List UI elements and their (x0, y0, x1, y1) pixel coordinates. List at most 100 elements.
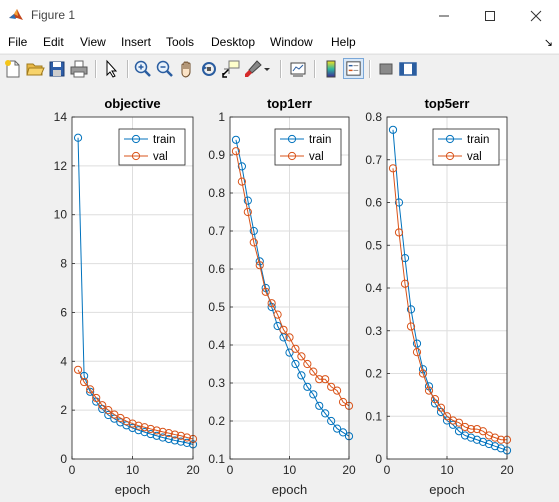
y-tick-label: 0.9 (208, 148, 225, 162)
data-point-train (182, 438, 192, 447)
data-point-train (388, 125, 398, 134)
chart-title: objective (104, 96, 160, 111)
data-point-val (104, 406, 113, 415)
data-point-val (442, 412, 452, 421)
brush-icon (245, 60, 262, 77)
legend-box (432, 128, 500, 166)
hand-icon (181, 61, 191, 78)
maximize-button[interactable] (467, 0, 513, 31)
rotate-3d-button[interactable] (199, 59, 219, 79)
folder-icon (26, 63, 45, 76)
title-bar: Figure 1 (0, 0, 559, 31)
insert-legend-button[interactable] (343, 58, 364, 79)
hide-plot-tools-button[interactable] (376, 59, 396, 79)
data-point-val (297, 352, 306, 361)
maximize-icon (485, 11, 495, 21)
legend-icon (346, 61, 361, 76)
close-button[interactable] (513, 0, 559, 31)
dock-arrow-icon[interactable]: ↘ (543, 37, 553, 49)
new-figure-button[interactable] (3, 59, 23, 79)
legend-label-val: val (153, 151, 168, 163)
pan-button[interactable] (177, 59, 197, 79)
toolbar-separator (314, 60, 316, 78)
data-point-val (158, 427, 167, 436)
zoom-in-icon (134, 60, 151, 77)
brush-dropdown[interactable] (262, 59, 272, 79)
data-point-val (303, 359, 312, 369)
data-point-val (321, 375, 330, 384)
data-point-val (243, 207, 252, 217)
save-button[interactable] (47, 59, 67, 79)
menu-edit[interactable]: Edit (43, 35, 64, 49)
data-point-train (454, 427, 464, 436)
legend-marker-val (131, 151, 141, 161)
data-point-val (436, 403, 446, 412)
chevron-down-icon (264, 68, 270, 71)
figure-canvas[interactable]: 0 10 20 0 2 4 6 8 10 12 14 objective epoch train val 0 1… (0, 84, 559, 502)
data-point-train (164, 434, 173, 444)
zoom-out-button[interactable] (155, 59, 175, 79)
print-button[interactable] (69, 59, 89, 79)
menu-tools[interactable]: Tools (166, 35, 195, 49)
y-tick-label: 0.7 (365, 153, 382, 167)
edit-plot-button[interactable] (101, 59, 121, 79)
x-tick-label: 0 (227, 463, 234, 477)
menu-desktop[interactable]: Desktop (211, 35, 256, 49)
toolbar-separator (369, 60, 371, 78)
x-tick-label: 0 (384, 463, 391, 477)
menu-file[interactable]: File (8, 35, 28, 49)
menu-help[interactable]: Help (331, 35, 356, 49)
data-point-val (490, 433, 500, 442)
brush-button[interactable] (243, 59, 263, 79)
zoom-in-button[interactable] (133, 59, 153, 79)
data-cursor-button[interactable] (221, 59, 241, 79)
data-point-val (134, 421, 143, 430)
axes-top1err: 0 10 20 0.1 0.2 0.3 0.4 0.5 0.6 0.7 0.8 0.9 1 top1err… (208, 96, 356, 497)
data-point-val (182, 433, 192, 442)
menu-bar: File Edit View Insert Tools Desktop Wind… (0, 31, 559, 53)
data-point-val (92, 393, 101, 403)
open-file-button[interactable] (25, 59, 45, 79)
close-icon (530, 10, 542, 22)
data-point-val (176, 431, 185, 440)
menu-insert[interactable]: Insert (121, 35, 152, 49)
y-tick-label: 0.1 (208, 452, 225, 466)
data-point-val (418, 369, 428, 378)
legend: train val (432, 128, 500, 166)
rotate-3d-icon (202, 62, 216, 76)
data-point-val (460, 422, 470, 432)
data-point-val (388, 164, 398, 173)
new-file-icon (5, 60, 20, 78)
menu-window[interactable]: Window (270, 35, 313, 49)
y-tick-label: 14 (54, 110, 68, 124)
data-point-train (478, 437, 488, 446)
data-point-train (466, 433, 476, 442)
data-point-train (448, 420, 458, 429)
menu-view[interactable]: View (80, 35, 106, 49)
data-point-train (297, 371, 306, 380)
link-plot-button[interactable] (288, 59, 308, 79)
chart-title: top1err (267, 96, 312, 111)
data-point-train (237, 162, 246, 171)
data-point-val (140, 423, 149, 432)
data-point-train (442, 416, 452, 425)
y-tick-label: 0.8 (208, 186, 225, 200)
data-point-val (231, 147, 241, 156)
data-point-train (321, 409, 330, 418)
show-plot-tools-button[interactable] (398, 59, 418, 79)
insert-colorbar-button[interactable] (321, 59, 341, 79)
data-point-val (110, 410, 119, 419)
data-point-val (255, 261, 264, 270)
data-point-val (98, 401, 107, 410)
data-point-train (273, 321, 282, 331)
show-plot-tools-icon (399, 62, 417, 76)
data-point-val (152, 426, 161, 435)
data-point-val (430, 395, 440, 404)
data-point-val (454, 418, 464, 427)
figure-toolbar (0, 54, 559, 85)
zoom-out-icon (156, 60, 173, 77)
minimize-button[interactable] (421, 0, 467, 31)
data-point-train (484, 439, 494, 449)
data-point-val (273, 310, 282, 319)
